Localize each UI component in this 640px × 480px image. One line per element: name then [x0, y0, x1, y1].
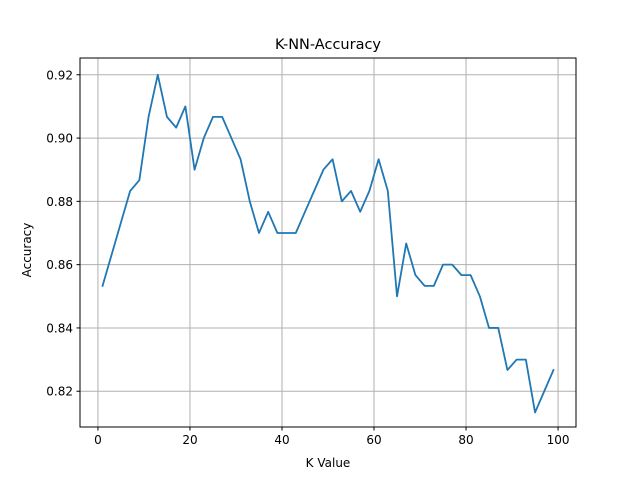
y-axis-ticks: 0.82 0.84 0.86 0.88 0.90 0.92	[46, 68, 80, 399]
x-tick-label: 20	[182, 433, 197, 447]
y-tick-label: 0.92	[46, 68, 73, 82]
x-tick-label: 60	[366, 433, 381, 447]
grid-lines	[80, 58, 576, 427]
x-axis-label: K Value	[306, 456, 351, 470]
chart-title: K-NN-Accuracy	[275, 37, 381, 53]
x-tick-label: 0	[94, 433, 102, 447]
accuracy-line	[101, 73, 555, 414]
series-layer	[101, 73, 555, 414]
x-axis-ticks: 0 20 40 60 80 100	[94, 427, 570, 447]
y-tick-label: 0.90	[46, 132, 73, 146]
y-tick-label: 0.82	[46, 385, 73, 399]
y-tick-label: 0.84	[46, 321, 73, 335]
x-tick-label: 40	[274, 433, 289, 447]
x-tick-label: 80	[458, 433, 473, 447]
y-tick-label: 0.88	[46, 195, 73, 209]
x-tick-label: 100	[547, 433, 570, 447]
y-axis-label: Accuracy	[20, 223, 34, 278]
plot-frame	[79, 57, 577, 428]
y-tick-label: 0.86	[46, 258, 73, 272]
